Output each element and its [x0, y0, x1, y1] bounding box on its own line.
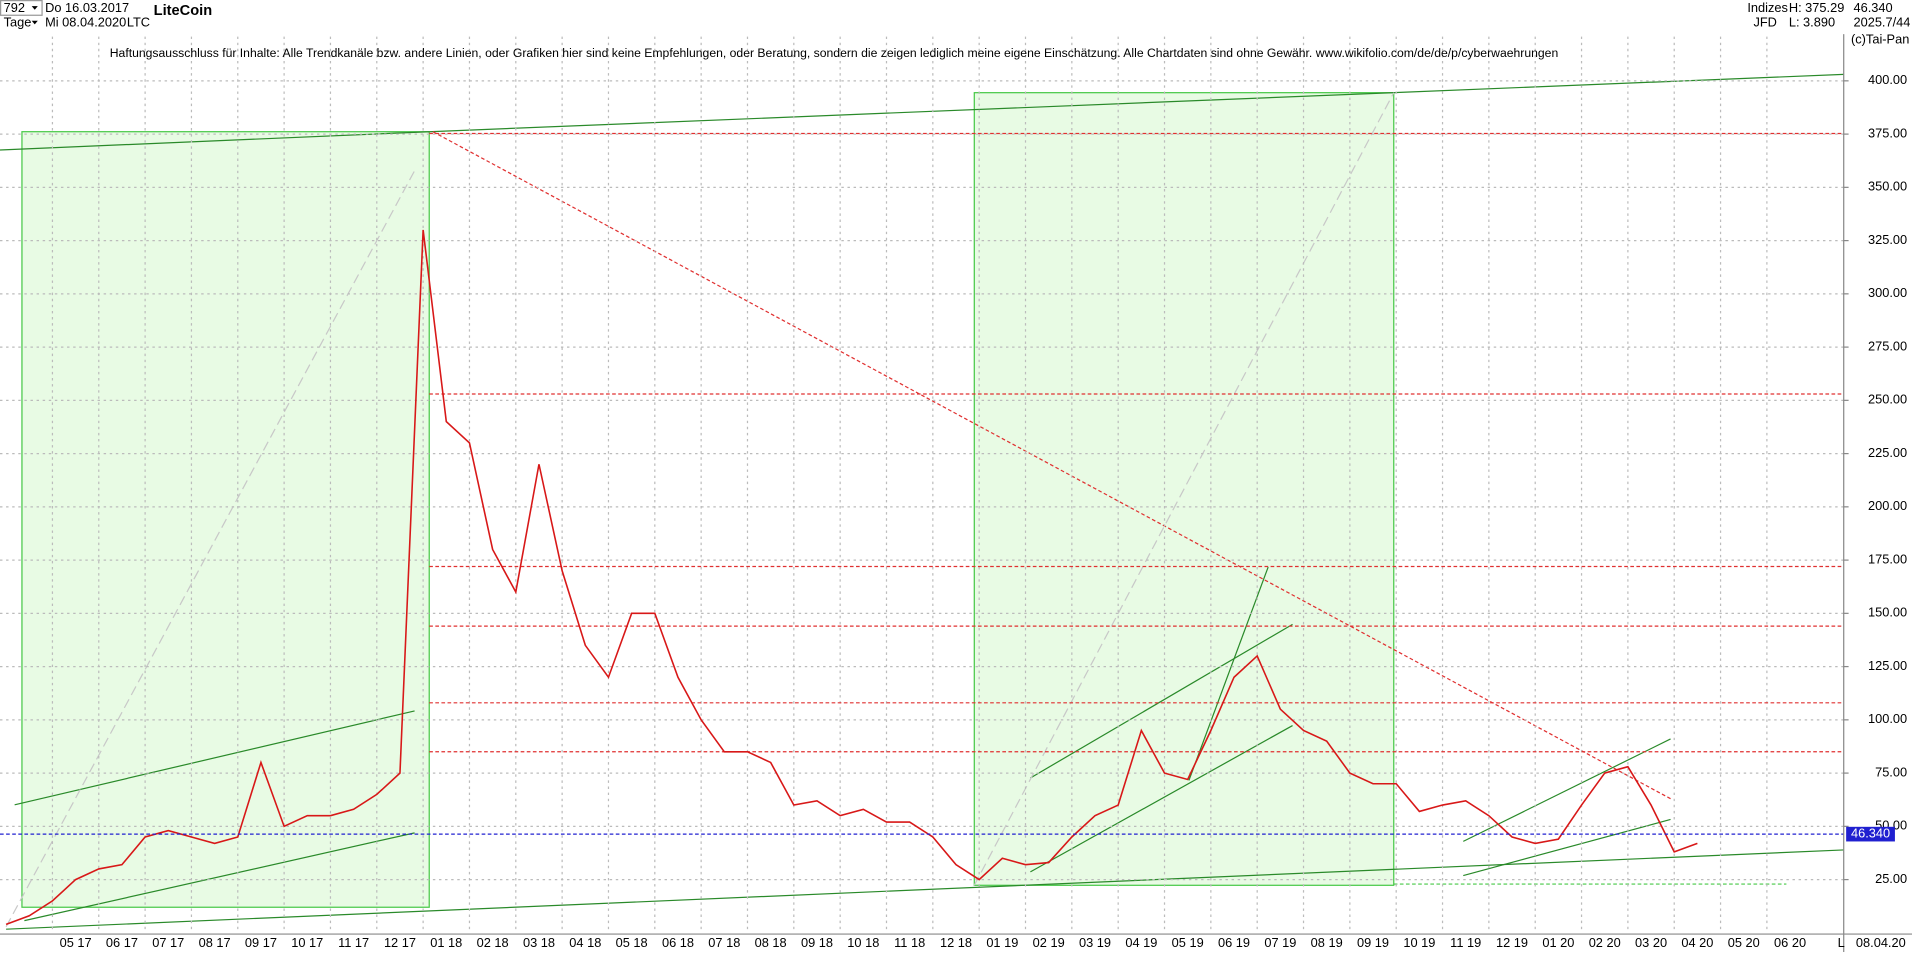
trend-line — [1463, 818, 1671, 877]
y-tick-label: 25.00 — [1875, 871, 1907, 886]
x-tick-label: 06 17 — [106, 935, 138, 950]
y-tick-label: 200.00 — [1868, 498, 1907, 513]
x-tick-label: 11 19 — [1450, 935, 1481, 950]
x-tick-label: 05 18 — [616, 935, 648, 950]
x-tick-label: 02 20 — [1589, 935, 1621, 950]
x-tick-label: 12 17 — [384, 935, 416, 950]
price-line — [5, 229, 1698, 926]
x-tick-label: 03 20 — [1635, 935, 1667, 950]
x-tick-label: 09 19 — [1357, 935, 1389, 950]
x-tick-label: 06 19 — [1218, 935, 1250, 950]
x-tick-label: 07 17 — [152, 935, 184, 950]
version: 2025.7/44 — [1853, 15, 1910, 30]
header-bar — [0, 0, 1912, 35]
x-tick-label: 01 19 — [986, 935, 1018, 950]
helper-line — [432, 131, 1671, 800]
x-tick-label: 10 17 — [291, 935, 323, 950]
copyright: (c)Tai-Pan — [1851, 32, 1909, 47]
trend-line — [1030, 623, 1293, 779]
y-tick-label: 275.00 — [1868, 338, 1907, 353]
x-tick-label: 04 20 — [1681, 935, 1713, 950]
y-tick-label: 350.00 — [1868, 179, 1907, 194]
x-tick-label: 05 19 — [1172, 935, 1204, 950]
symbol: LTC — [127, 15, 150, 30]
drawings — [0, 73, 1844, 930]
y-tick-label: 225.00 — [1868, 445, 1907, 460]
disclaimer: Haftungsausschluss für Inhalte: Alle Tre… — [110, 46, 1559, 60]
trend-line — [1030, 725, 1293, 873]
y-tick-label: 300.00 — [1868, 285, 1907, 300]
combo[interactable] — [0, 0, 43, 16]
y-tick-label: 400.00 — [1868, 72, 1907, 87]
y-tick-label: 150.00 — [1868, 605, 1907, 620]
dropdown-arrow[interactable] — [31, 6, 38, 10]
trend-line — [0, 131, 430, 151]
axis-date: 08.04.20 — [1856, 935, 1906, 950]
y-tick-label: 100.00 — [1868, 711, 1907, 726]
high: H: 375.29 — [1789, 0, 1845, 15]
grid — [0, 36, 1844, 933]
start-date: Do 16.03.2017 — [45, 0, 129, 15]
end-date: Mi 08.04.2020 — [45, 15, 126, 30]
plot — [0, 132, 1844, 926]
y-tick-label: 175.00 — [1868, 551, 1907, 566]
period[interactable]: Tage — [4, 15, 32, 30]
x-tick-label: 01 18 — [430, 935, 462, 950]
axis-mode: L — [1838, 935, 1845, 950]
y-tick-label: 125.00 — [1868, 658, 1907, 673]
helper-line — [973, 92, 1395, 886]
dropdown-arrow[interactable] — [31, 20, 38, 25]
y-tick-label: 250.00 — [1868, 392, 1907, 407]
market: Indizes — [1747, 0, 1788, 15]
x-tick-label: 03 18 — [523, 935, 555, 950]
y-tick-label: 325.00 — [1868, 232, 1907, 247]
count: 792 — [4, 0, 25, 15]
x-tick-label: 07 18 — [708, 935, 740, 950]
last-price-box — [1846, 826, 1895, 842]
x-tick-label: 02 18 — [477, 935, 509, 950]
helper-line — [5, 170, 416, 928]
x-tick-label: 05 17 — [60, 935, 92, 950]
x-tick-label: 06 18 — [662, 935, 694, 950]
last-price: 46.340 — [1853, 0, 1892, 15]
x-tick-label: 07 19 — [1264, 935, 1296, 950]
trend-line — [24, 832, 415, 922]
x-tick-label: 04 19 — [1125, 935, 1157, 950]
x-tick-label: 03 19 — [1079, 935, 1111, 950]
x-tick-label: 08 18 — [755, 935, 787, 950]
x-tick-label: 11 17 — [338, 935, 369, 950]
broker: JFD — [1753, 15, 1776, 30]
trend-line — [6, 849, 1844, 930]
x-tick-label: 04 18 — [569, 935, 601, 950]
x-tick-label: 05 20 — [1728, 935, 1760, 950]
x-tick-label: 02 19 — [1033, 935, 1065, 950]
trend-line — [14, 710, 415, 806]
x-tick-label: 08 19 — [1311, 935, 1343, 950]
y-tick-label: 75.00 — [1875, 764, 1907, 779]
x-tick-label: 10 19 — [1403, 935, 1435, 950]
trend-line — [1188, 566, 1269, 781]
axis-panel — [1843, 0, 1912, 953]
x-tick-label: 12 19 — [1496, 935, 1528, 950]
x-tick-label: 09 18 — [801, 935, 833, 950]
trend-line — [429, 73, 1844, 133]
x-tick-label: 11 18 — [894, 935, 925, 950]
x-tick-label: 06 20 — [1774, 935, 1806, 950]
x-tick-label: 12 18 — [940, 935, 972, 950]
low: L: 3.890 — [1789, 15, 1835, 30]
y-tick-label: 375.00 — [1868, 125, 1907, 140]
x-tick-label: 01 20 — [1542, 935, 1574, 950]
x-tick-label: 09 17 — [245, 935, 277, 950]
x-tick-label: 08 17 — [199, 935, 231, 950]
last-price-label: 46.340 — [1851, 826, 1890, 841]
x-tick-label: 10 18 — [847, 935, 879, 950]
instrument-name: LiteCoin — [154, 3, 213, 19]
